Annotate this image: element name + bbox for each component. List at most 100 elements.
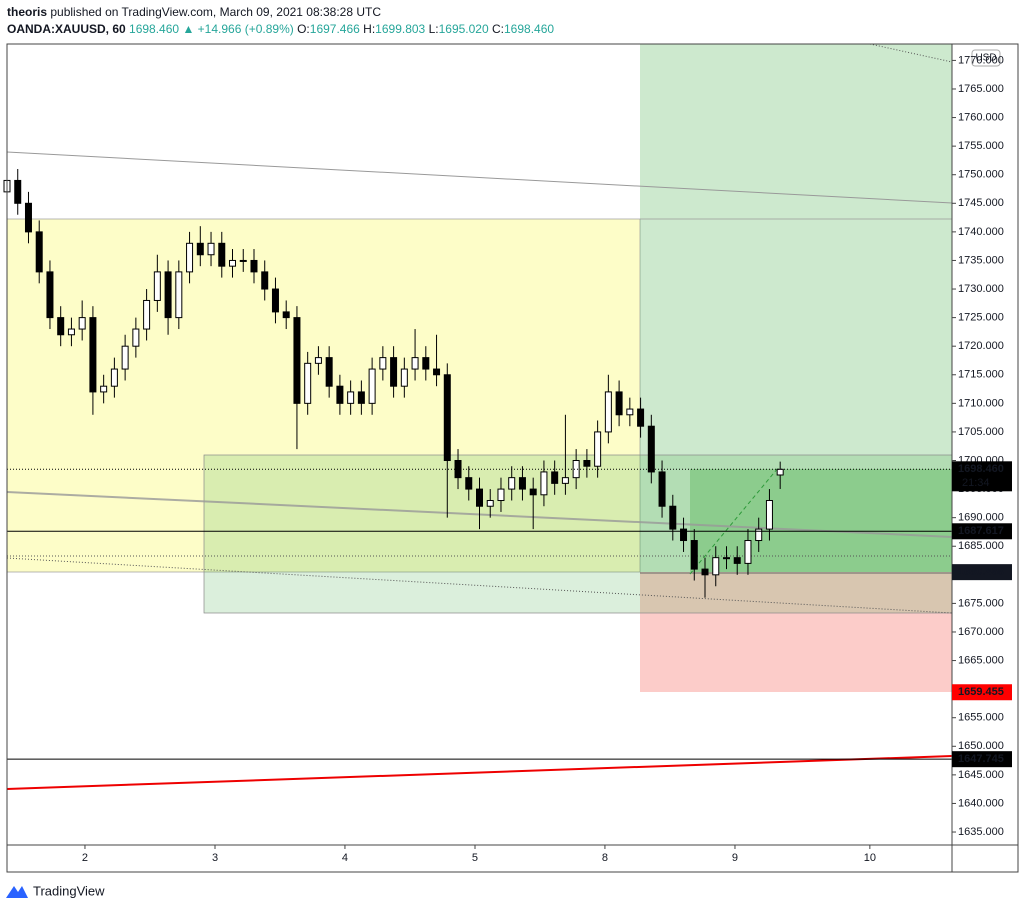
candle-body	[379, 357, 387, 370]
ohlc-value: 1697.466	[309, 22, 360, 36]
y-tick-label: 1715.000	[958, 369, 1004, 381]
plot	[3, 169, 952, 760]
y-tick-label: 1725.000	[958, 312, 1004, 324]
candle-body	[110, 368, 118, 387]
candle-body	[196, 242, 204, 256]
candle-body	[24, 202, 32, 233]
candle-body	[476, 488, 483, 507]
candle-body	[314, 357, 322, 364]
candle-body	[100, 385, 108, 393]
candle-body	[57, 317, 65, 336]
candle-body	[594, 431, 602, 467]
y-tick-label: 1710.000	[958, 397, 1004, 409]
candle-body	[229, 259, 237, 267]
candle-body	[261, 271, 269, 290]
candle-body	[175, 271, 183, 319]
candle-body	[701, 568, 709, 576]
author: theoris	[7, 5, 48, 19]
x-tick-label: 4	[342, 852, 348, 864]
candle-body	[583, 460, 591, 467]
trend-line	[869, 43, 953, 63]
ohlc-value: 1695.020	[438, 22, 489, 36]
price-badge-label: 1647.745	[958, 753, 1004, 765]
candle-body	[153, 271, 161, 301]
price-badge-label: 1698.460	[958, 463, 1004, 475]
candle-body	[722, 557, 730, 560]
price-badge	[952, 684, 1012, 701]
symbol-line: OANDA:XAUUSD, 60 1698.460 ▲ +14.966 (+0.…	[7, 21, 554, 38]
candle-body	[132, 328, 140, 347]
candle-body	[282, 311, 290, 319]
ohlc-value: 1698.460	[504, 22, 555, 36]
candle-body	[540, 471, 548, 496]
y-tick-label: 1720.000	[958, 340, 1004, 352]
candle-body	[669, 505, 677, 530]
candle-body	[35, 231, 43, 273]
y-tick-label: 1665.000	[958, 654, 1004, 666]
logo-icon	[6, 886, 28, 898]
support-line	[6, 755, 953, 790]
y-tick-label: 1740.000	[958, 226, 1004, 238]
x-tick-label: 5	[472, 852, 478, 864]
candle-body	[518, 477, 526, 490]
candle-body	[14, 179, 22, 204]
candle-body	[647, 425, 655, 473]
logo	[6, 886, 28, 898]
candle-body	[304, 362, 312, 404]
currency: USD	[975, 53, 996, 64]
candle-body	[400, 368, 408, 387]
y-tick-label: 1750.000	[958, 169, 1004, 181]
candle-body	[508, 477, 516, 490]
candle-body	[529, 488, 537, 496]
price-badge-time: 21:34	[962, 477, 990, 489]
candle-body	[89, 317, 97, 393]
candle-body	[690, 540, 698, 570]
y-tick-label: 1670.000	[958, 626, 1004, 638]
box-zone	[203, 454, 953, 614]
x-tick-label: 3	[212, 852, 218, 864]
candle-body	[67, 328, 75, 336]
header: theoris published on TradingView.com, Ma…	[7, 4, 554, 38]
last-price: 1698.460	[129, 22, 180, 36]
y-tick-label: 1655.000	[958, 712, 1004, 724]
ohlc-label: C:	[492, 22, 504, 36]
candle-body	[271, 288, 279, 313]
x-tick-label: 10	[864, 852, 876, 864]
y-tick-label: 1730.000	[958, 283, 1004, 295]
candle-body	[465, 477, 473, 490]
candle-body	[390, 357, 398, 387]
loss-zone	[640, 572, 952, 692]
candle-body	[218, 242, 226, 267]
change: +14.966 (+0.89%)	[197, 22, 294, 36]
candle-body	[422, 357, 430, 370]
profit-zone	[640, 44, 952, 572]
candle-body	[615, 391, 623, 416]
y-tick-label: 1755.000	[958, 140, 1004, 152]
price-badge	[952, 523, 1012, 540]
price-badge-label: 1687.617	[958, 525, 1004, 537]
range-zone	[6, 218, 641, 573]
candle-body	[733, 557, 741, 564]
frame	[6, 43, 1019, 873]
y-tick-label: 1735.000	[958, 254, 1004, 266]
projection-line	[689, 467, 779, 575]
published: published on TradingView.com, March 09, …	[50, 5, 382, 19]
y-tick-label: 1650.000	[958, 740, 1004, 752]
y-tick-label: 1675.000	[958, 597, 1004, 609]
candle-body	[658, 471, 666, 507]
candle-body	[604, 391, 612, 433]
open-profit	[690, 469, 952, 572]
candle-body	[443, 374, 451, 462]
candle-body	[293, 317, 301, 404]
candle-body	[765, 500, 773, 530]
candle-body	[454, 460, 462, 479]
y-tick-label: 1770.000	[958, 54, 1004, 66]
ohlc-label: H:	[363, 22, 376, 36]
y-tick-label: 1685.000	[958, 540, 1004, 552]
candle-body	[239, 259, 247, 262]
y-tick-label: 1705.000	[958, 426, 1004, 438]
candle-body	[486, 500, 494, 507]
candle-body	[143, 299, 151, 330]
